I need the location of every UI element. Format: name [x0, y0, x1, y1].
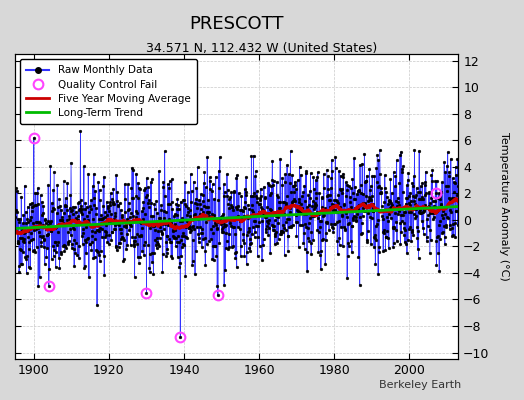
Legend: Raw Monthly Data, Quality Control Fail, Five Year Moving Average, Long-Term Tren: Raw Monthly Data, Quality Control Fail, …	[20, 59, 197, 124]
Y-axis label: Temperature Anomaly (°C): Temperature Anomaly (°C)	[499, 132, 509, 281]
Title: PRESCOTT: PRESCOTT	[189, 15, 284, 33]
Text: Berkeley Earth: Berkeley Earth	[379, 380, 461, 390]
Text: 34.571 N, 112.432 W (United States): 34.571 N, 112.432 W (United States)	[146, 42, 378, 55]
